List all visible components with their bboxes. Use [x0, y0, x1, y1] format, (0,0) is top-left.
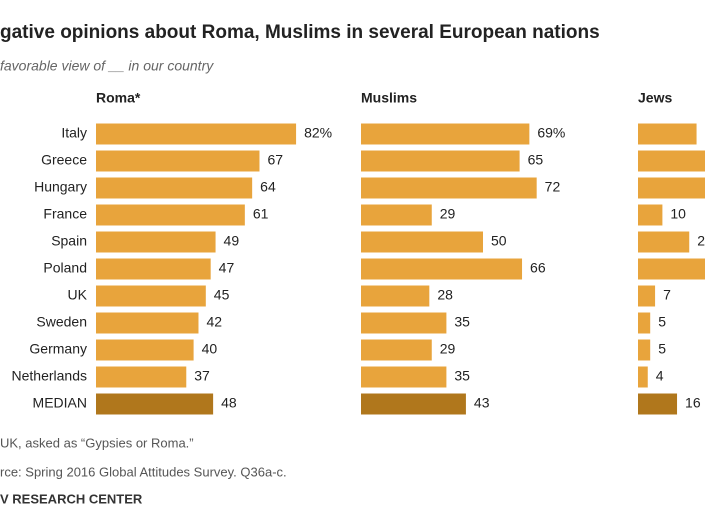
- bar: [638, 123, 697, 145]
- bar: [638, 285, 656, 307]
- value-label: 67: [267, 152, 283, 168]
- bar: [638, 177, 705, 199]
- category-label: MEDIAN: [33, 395, 87, 411]
- bar: [96, 123, 297, 145]
- chart-subtitle: favorable view of __ in our country: [0, 58, 214, 74]
- value-label: 82%: [304, 125, 332, 141]
- bar: [361, 258, 523, 280]
- category-label: France: [43, 206, 87, 222]
- value-label: 48: [221, 395, 237, 411]
- panel-header: Roma*: [96, 90, 141, 106]
- bar: [96, 150, 260, 172]
- value-label: 29: [440, 206, 456, 222]
- category-label: Netherlands: [12, 368, 88, 384]
- bar: [638, 231, 690, 253]
- credit: V RESEARCH CENTER: [0, 491, 143, 506]
- bar: [361, 177, 537, 199]
- bar: [96, 339, 194, 361]
- category-label: Hungary: [34, 179, 87, 195]
- value-label: 4: [656, 368, 664, 384]
- bar: [638, 204, 663, 226]
- value-label: 64: [260, 179, 276, 195]
- bar: [361, 312, 447, 334]
- bar: [96, 204, 245, 226]
- category-label: Spain: [51, 233, 87, 249]
- value-label: 35: [454, 368, 470, 384]
- bar: [638, 339, 651, 361]
- bar: [96, 312, 199, 334]
- value-label: 21: [697, 233, 705, 249]
- category-label: Poland: [43, 260, 87, 276]
- bar: [96, 177, 253, 199]
- footnote: UK, asked as “Gypsies or Roma.”: [0, 435, 194, 450]
- value-label: 45: [214, 287, 230, 303]
- value-label: 5: [658, 341, 666, 357]
- bar: [638, 258, 705, 280]
- value-label: 28: [437, 287, 453, 303]
- bar: [638, 150, 705, 172]
- category-label: UK: [68, 287, 88, 303]
- bar: [361, 285, 430, 307]
- value-label: 5: [658, 314, 666, 330]
- bar: [361, 393, 466, 415]
- value-label: 16: [685, 395, 701, 411]
- bar: [96, 393, 214, 415]
- bar: [361, 339, 432, 361]
- panel-header: Jews: [638, 90, 672, 106]
- chart-title: gative opinions about Roma, Muslims in s…: [0, 22, 600, 43]
- category-label: Sweden: [36, 314, 87, 330]
- category-label: Greece: [41, 152, 87, 168]
- value-label: 37: [194, 368, 210, 384]
- bar: [638, 312, 651, 334]
- bar: [361, 123, 530, 145]
- category-label: Germany: [29, 341, 87, 357]
- bar: [361, 150, 520, 172]
- bar: [361, 231, 483, 253]
- value-label: 65: [528, 152, 544, 168]
- value-label: 69%: [537, 125, 565, 141]
- value-label: 66: [530, 260, 546, 276]
- bar: [638, 393, 678, 415]
- value-label: 49: [224, 233, 240, 249]
- value-label: 10: [670, 206, 686, 222]
- value-label: 42: [206, 314, 222, 330]
- value-label: 72: [545, 179, 561, 195]
- value-label: 40: [202, 341, 218, 357]
- bar: [361, 366, 447, 388]
- value-label: 47: [219, 260, 235, 276]
- bar: [361, 204, 432, 226]
- value-label: 7: [663, 287, 671, 303]
- value-label: 35: [454, 314, 470, 330]
- category-label: Italy: [61, 125, 87, 141]
- bar: [638, 366, 648, 388]
- bar: [96, 258, 211, 280]
- value-label: 61: [253, 206, 269, 222]
- bar: [96, 366, 187, 388]
- value-label: 29: [440, 341, 456, 357]
- bar: [96, 285, 206, 307]
- value-label: 43: [474, 395, 490, 411]
- value-label: 50: [491, 233, 507, 249]
- bar: [96, 231, 216, 253]
- panel-header: Muslims: [361, 90, 417, 106]
- source: rce: Spring 2016 Global Attitudes Survey…: [0, 464, 287, 479]
